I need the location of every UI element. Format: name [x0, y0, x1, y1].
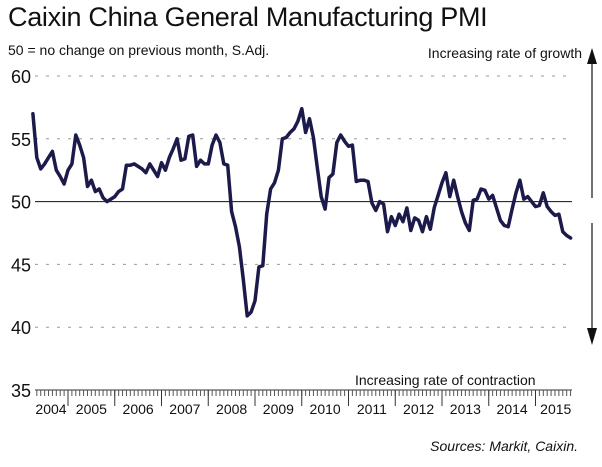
y-axis-ticks: 35 40 45 50 55 60 [11, 67, 31, 401]
x-tick-label: 2004 [35, 401, 66, 417]
x-tick-label: 2015 [540, 401, 571, 417]
y-tick-label: 35 [11, 381, 31, 401]
x-tick-label: 2007 [169, 401, 200, 417]
series-line-pmi [31, 106, 573, 318]
x-axis: 2004 2005 2006 2007 2008 2009 2010 2011 2012 2013… [35, 389, 572, 417]
contraction-annotation: Increasing rate of contraction [355, 372, 536, 388]
source-note: Sources: Markit, Caixin. [430, 438, 578, 454]
direction-arrows [587, 48, 597, 345]
x-tick-label: 2005 [76, 401, 107, 417]
gridlines [35, 75, 572, 328]
series-group [31, 106, 573, 318]
growth-annotation: Increasing rate of growth [427, 45, 582, 61]
x-tick-label: 2010 [310, 401, 341, 417]
x-tick-label: 2008 [216, 401, 247, 417]
x-tick-label: 2006 [123, 401, 154, 417]
x-tick-label: 2013 [450, 401, 481, 417]
chart-subtitle: 50 = no change on previous month, S.Adj. [8, 42, 270, 58]
x-tick-label: 2014 [497, 401, 528, 417]
x-tick-label: 2011 [357, 401, 387, 417]
y-tick-label: 60 [11, 67, 31, 87]
arrow-down-icon [587, 328, 597, 345]
y-tick-label: 55 [11, 130, 31, 150]
x-tick-label: 2009 [263, 401, 294, 417]
y-tick-label: 50 [11, 193, 31, 213]
x-tick-label: 2012 [403, 401, 434, 417]
y-tick-label: 40 [11, 318, 31, 338]
arrow-up-icon [587, 48, 597, 64]
y-tick-label: 45 [11, 255, 31, 275]
chart-title: Caixin China General Manufacturing PMI [8, 2, 488, 32]
